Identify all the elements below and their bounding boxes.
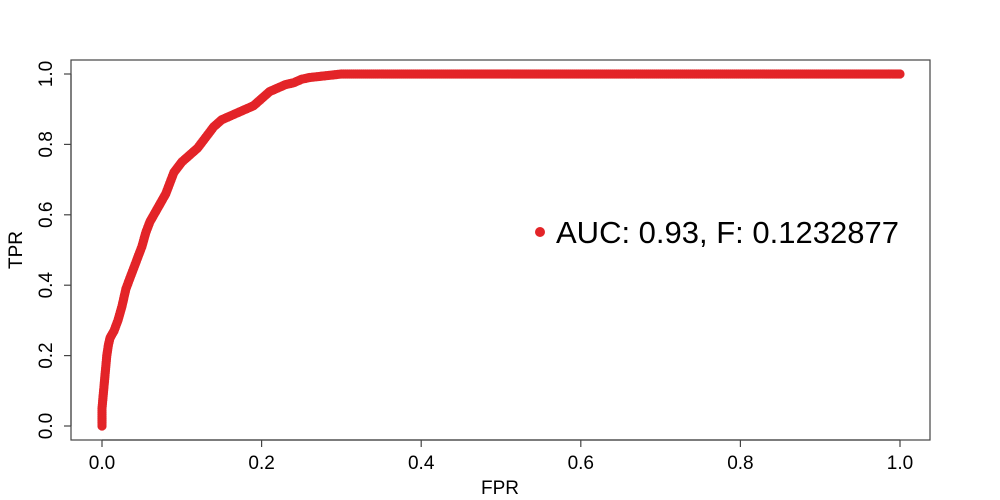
legend-marker (535, 227, 545, 237)
x-axis: 0.0 0.2 0.4 0.6 0.8 1.0 (89, 439, 913, 474)
legend: AUC: 0.93, F: 0.1232877 (535, 215, 899, 250)
y-tick-label: 0.8 (36, 131, 57, 157)
y-axis-label: TPR (6, 231, 27, 269)
roc-point (895, 69, 905, 79)
roc-curve-points (97, 69, 905, 431)
legend-label: AUC: 0.93, F: 0.1232877 (556, 215, 899, 250)
x-tick-label: 0.8 (727, 453, 753, 474)
y-tick-label: 0.6 (36, 202, 57, 228)
x-tick-label: 0.6 (568, 453, 594, 474)
y-tick-label: 0.0 (36, 413, 57, 439)
y-tick-label: 1.0 (36, 61, 57, 87)
x-tick-label: 1.0 (887, 453, 913, 474)
x-tick-label: 0.4 (408, 453, 435, 474)
y-axis: 0.0 0.2 0.4 0.6 0.8 1.0 (36, 61, 72, 439)
plot-frame (70, 59, 931, 441)
y-tick-label: 0.4 (36, 272, 57, 299)
y-tick-label: 0.2 (36, 342, 57, 368)
x-tick-label: 0.0 (89, 453, 115, 474)
x-tick-label: 0.2 (248, 453, 274, 474)
x-axis-label: FPR (481, 478, 519, 499)
